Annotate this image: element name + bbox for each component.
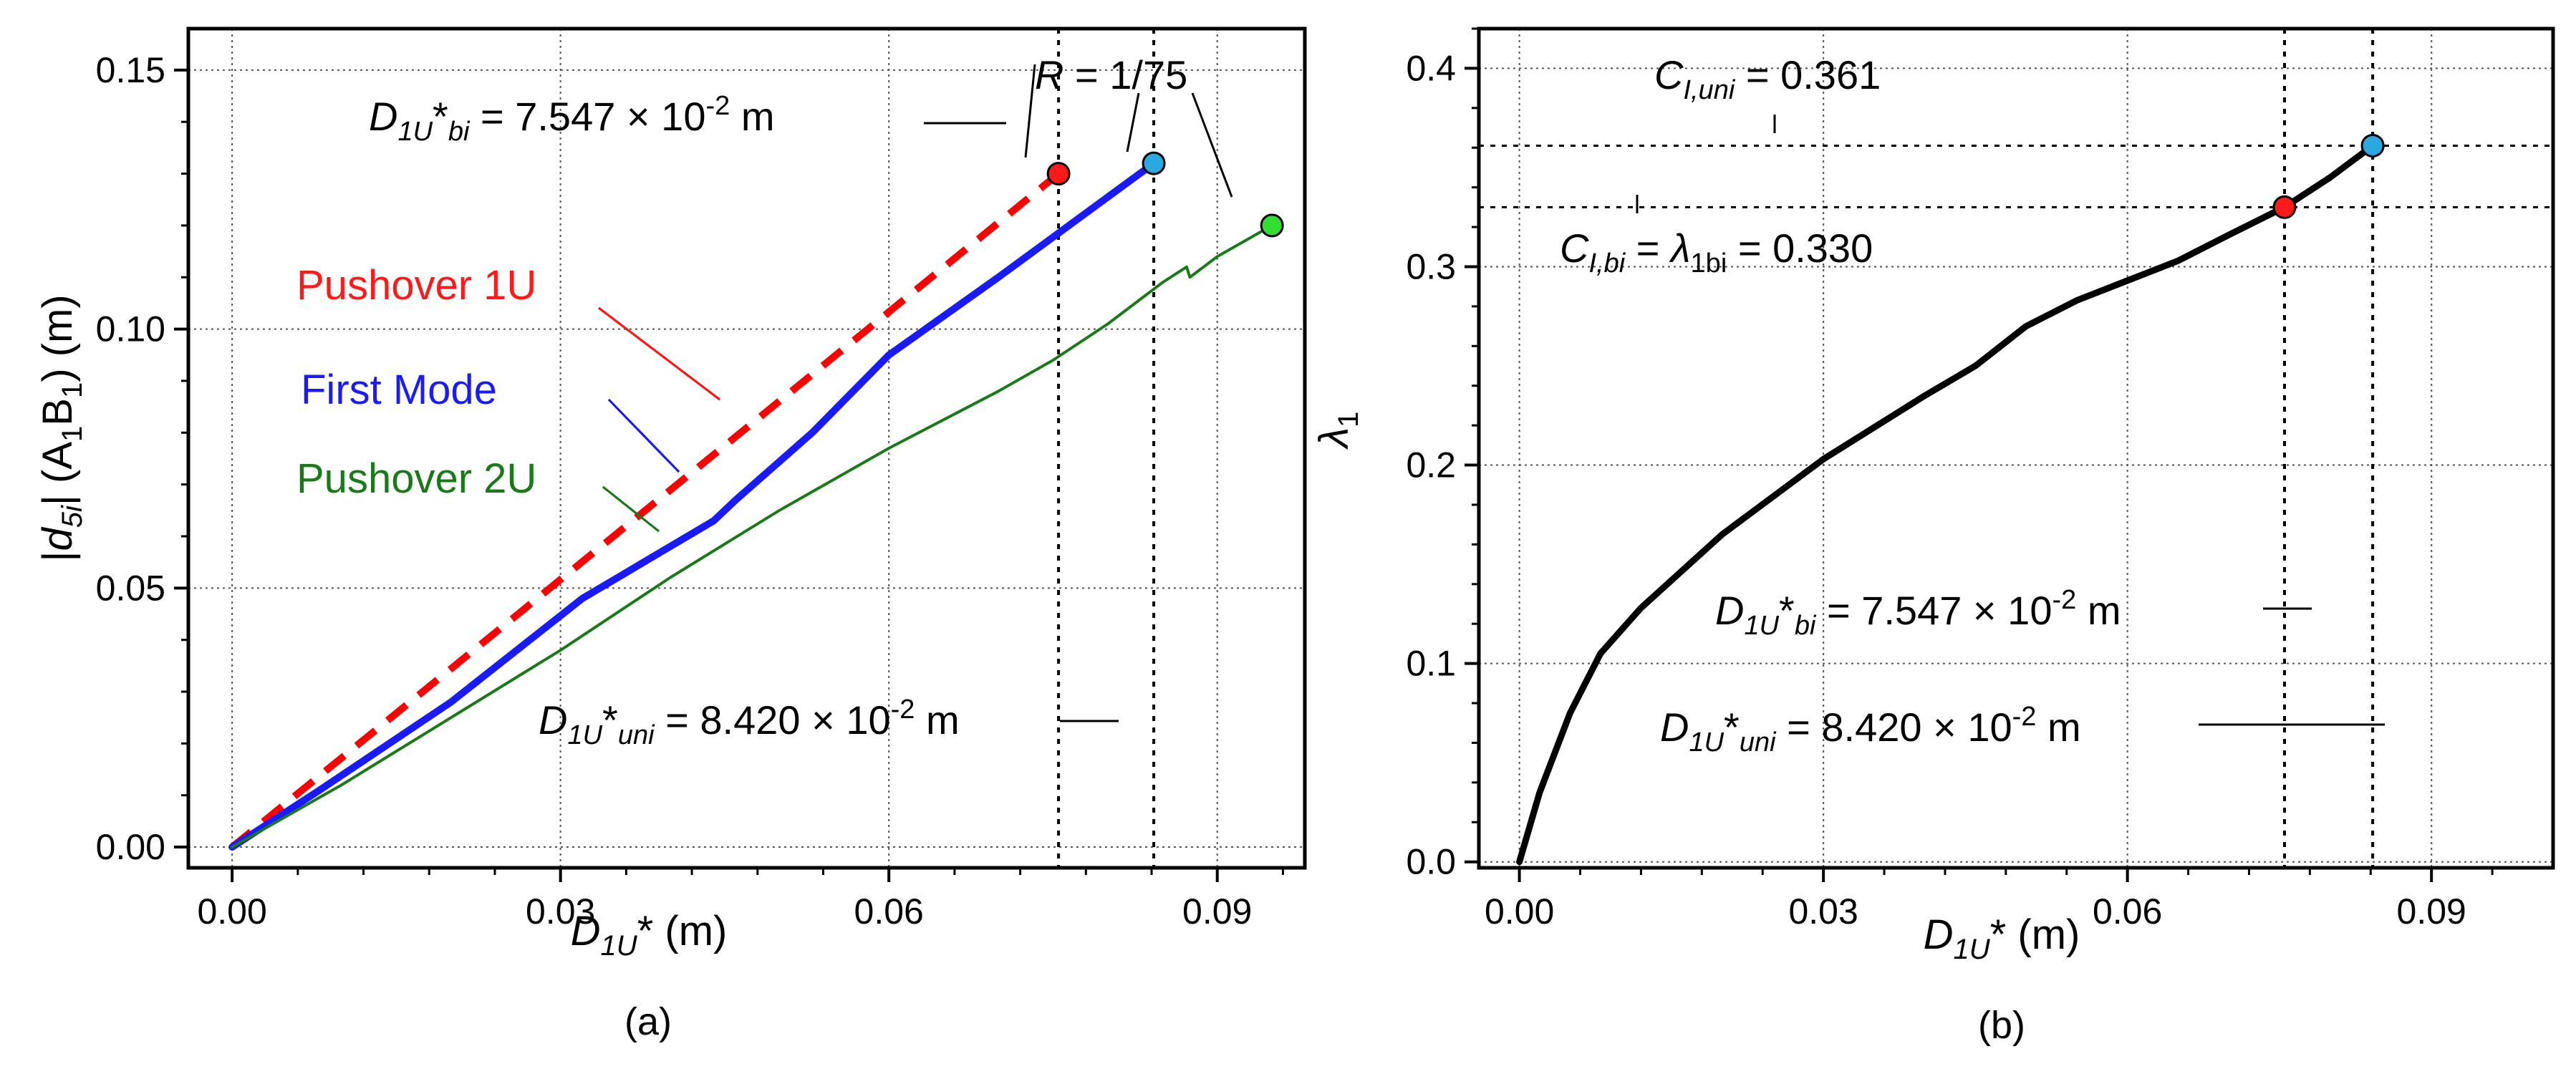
marker-uni-point xyxy=(2360,133,2385,158)
series-capacity xyxy=(1516,142,2376,866)
panel-a: 0.00 0.03 0.06 0.09 0.00 0.05 0.10 0.15 R = 1/7… xyxy=(34,26,1307,1043)
leader-r-to-bi xyxy=(1024,64,1036,158)
panel-b-frame xyxy=(1477,26,2555,870)
c-bi-label: CI,bi = λ1bi = 0.330 xyxy=(1560,226,1873,279)
series-pushover-2u xyxy=(231,223,1274,849)
y-tick-label: 0.10 xyxy=(96,309,165,349)
panel-a-y-axis-title: |d5i| (A1B1) (m) xyxy=(34,294,88,561)
r-label: R = 1/75 xyxy=(1035,52,1187,97)
x-tick-label: 0.00 xyxy=(197,891,266,932)
d-bi-label-a: D1U*bi = 7.547 × 10-2 m xyxy=(369,91,775,147)
panel-b-ticks: 0.00 0.03 0.06 0.09 0.0 0.1 0.2 0.3 0.4 xyxy=(1406,27,2494,932)
x-tick-label: 0.06 xyxy=(2093,891,2162,932)
y-tick-label: 0.00 xyxy=(96,827,165,867)
leader-first-mode-color xyxy=(607,398,680,473)
y-tick-label: 0.2 xyxy=(1406,445,1456,485)
series-first-mode xyxy=(228,160,1158,851)
y-tick-label: 0.0 xyxy=(1406,842,1456,882)
panel-b-reference-lines xyxy=(1479,29,2553,868)
panel-a-leader-lines xyxy=(598,64,1233,722)
panel-b-grid xyxy=(1479,29,2553,868)
y-tick-label: 0.15 xyxy=(96,50,165,90)
x-tick-label: 0.09 xyxy=(1182,891,1252,932)
leader-r-to-uni xyxy=(1126,92,1140,153)
panel-a-x-axis-title: D1U* (m) xyxy=(571,908,728,962)
panel-b: 0.00 0.03 0.06 0.09 0.0 0.1 0.2 0.3 0.4 CI,uni =… xyxy=(1311,26,2555,1047)
panel-a-markers xyxy=(1046,151,1284,238)
marker-bi-point xyxy=(1046,162,1071,186)
marker-R-point xyxy=(1260,213,1284,238)
d-bi-label-b: D1U*bi = 7.547 × 10-2 m xyxy=(1715,585,2121,641)
y-tick-label: 0.1 xyxy=(1406,644,1456,684)
x-tick-label: 0.09 xyxy=(2397,891,2466,932)
leader-pushover-2u-color xyxy=(602,485,660,533)
x-tick-label: 0.00 xyxy=(1485,891,1554,932)
first-mode-label: First Mode xyxy=(301,367,497,413)
leader-r-to-green xyxy=(1191,92,1233,198)
d-uni-label-b: D1U*uni = 8.420 × 10-2 m xyxy=(1660,702,2081,758)
pushover-2u-label: Pushover 2U xyxy=(296,455,536,502)
panel-b-series xyxy=(1516,142,2376,866)
panel-a-label: (a) xyxy=(624,1000,672,1043)
panel-a-frame xyxy=(186,26,1307,870)
x-tick-label: 0.03 xyxy=(1788,891,1858,932)
d-uni-label-a: D1U*uni = 8.420 × 10-2 m xyxy=(539,695,960,750)
y-tick-label: 0.05 xyxy=(96,568,165,608)
y-tick-label: 0.4 xyxy=(1406,48,1456,88)
marker-uni-point xyxy=(1142,151,1166,175)
panel-b-label: (b) xyxy=(1978,1004,2025,1047)
x-tick-label: 0.06 xyxy=(854,891,924,932)
y-tick-label: 0.3 xyxy=(1406,246,1456,286)
panel-a-reference-lines xyxy=(1057,29,1156,868)
panel-b-leader-lines xyxy=(1636,115,2385,726)
x-tick-label: 0.03 xyxy=(526,891,595,932)
panel-a-ticks: 0.00 0.03 0.06 0.09 0.00 0.05 0.10 0.15 xyxy=(96,50,1284,932)
panel-a-series xyxy=(228,160,1274,851)
marker-bi-point xyxy=(2272,195,2297,219)
series-pushover-1u xyxy=(229,170,1061,850)
panel-b-markers xyxy=(2272,133,2385,219)
leader-pushover-1u-color xyxy=(598,306,720,401)
panel-b-x-axis-title: D1U* (m) xyxy=(1924,911,2080,965)
panel-b-y-axis-title: λ1 xyxy=(1311,412,1364,450)
pushover-1u-label: Pushover 1U xyxy=(296,262,536,309)
c-uni-label: CI,uni = 0.361 xyxy=(1654,52,1881,105)
